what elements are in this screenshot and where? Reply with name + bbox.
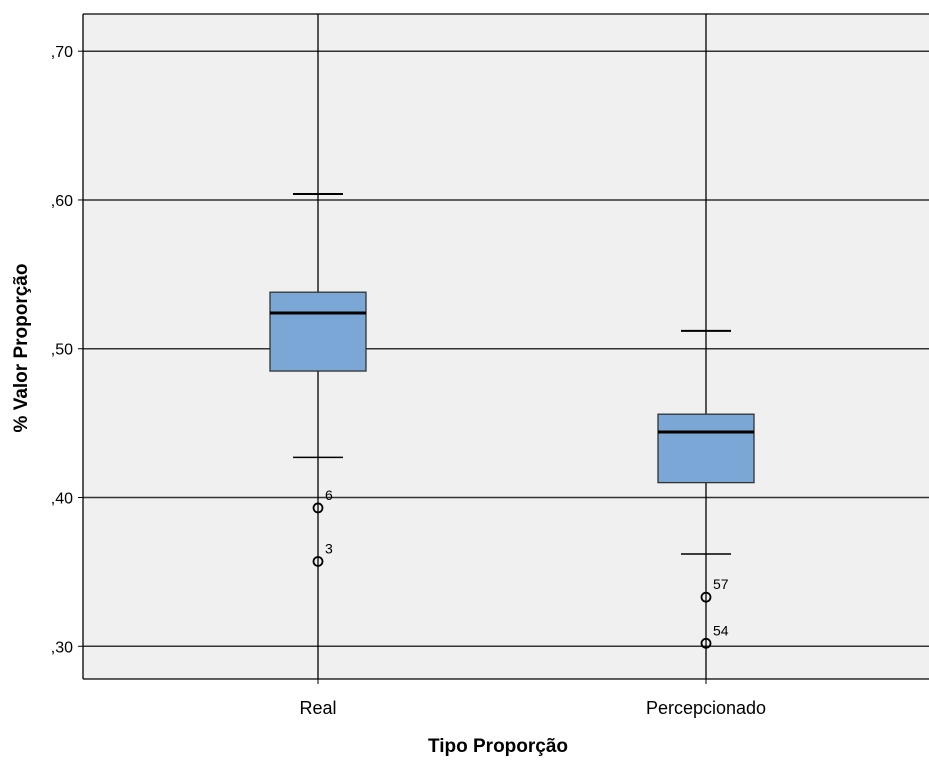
outlier-point [312,556,324,567]
outlier-label: 6 [325,487,333,503]
y-tick-label: ,70 [51,44,73,61]
box-percepcionado: 57 54 [657,14,755,679]
x-axis-title: Tipo Proporção [428,736,568,757]
gridlines [83,50,929,648]
y-tick-label: ,30 [51,639,73,656]
x-tick-label: Percepcionado [646,698,766,718]
iqr-box [269,291,367,372]
outlier-point [312,502,324,514]
y-tick-label: ,50 [51,342,73,359]
outlier-point [700,637,712,649]
x-tick-label: Real [299,698,336,718]
plot-area [83,14,929,679]
outlier-label: 3 [325,540,333,556]
outlier-point [700,591,712,603]
y-tick-label: ,40 [51,491,73,508]
y-tick-label: ,60 [51,193,73,210]
y-tick-labels: ,30 ,40 ,50 ,60 ,70 [51,44,83,656]
outlier-label: 54 [713,622,729,638]
x-tick-labels: Real Percepcionado [299,679,766,718]
outlier-label: 57 [713,576,729,592]
y-axis-title: % Valor Proporção [11,264,32,433]
iqr-box [657,413,755,484]
box-real: 63 [269,14,367,679]
